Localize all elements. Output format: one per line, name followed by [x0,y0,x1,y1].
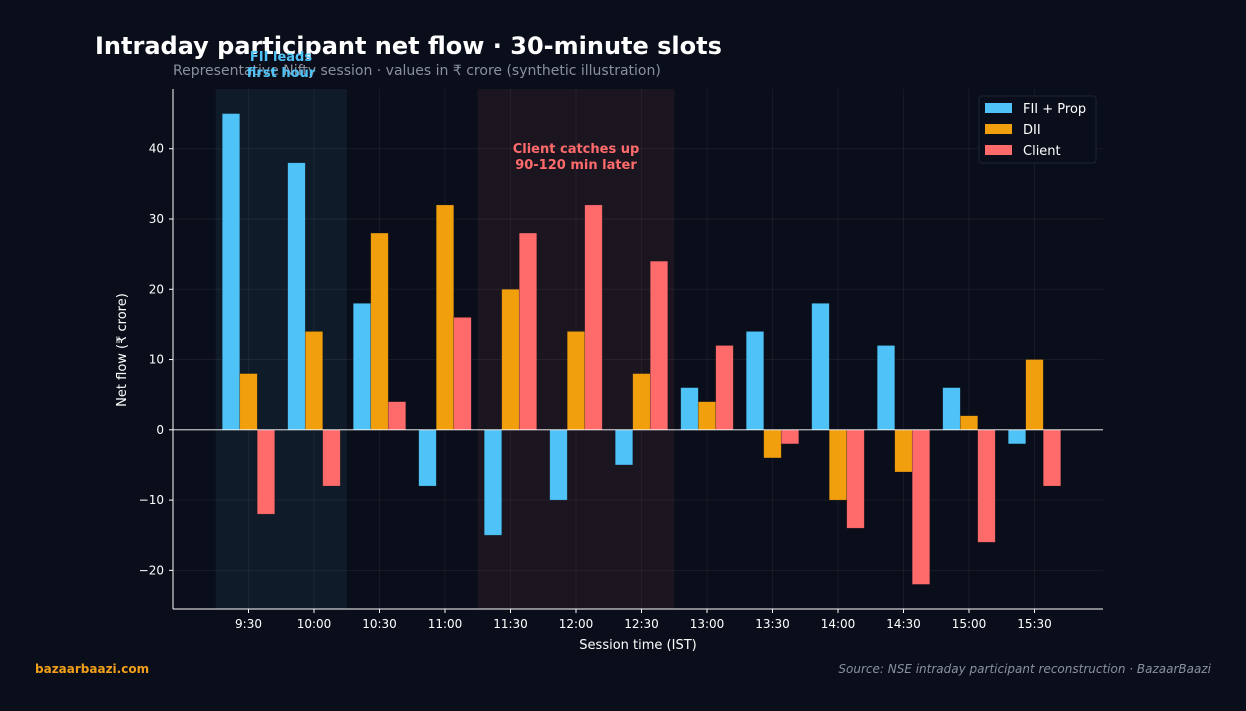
axes [169,89,1103,613]
bar-dii [697,401,717,431]
bar-client [649,260,669,431]
bar-dii [239,373,258,431]
x-tick-label: 11:30 [493,617,528,631]
brand-label: bazaarbaazi.com [35,662,149,676]
bar-fii-prop [352,303,372,431]
annotation-client-line2: 90-120 min later [515,158,637,173]
x-tick-label: 15:00 [952,617,987,631]
tick-labels: −20 −10 0 10 20 30 40 9:30 10:00 10:30 11:00 11:30 1… [139,142,1052,631]
x-tick-label: 9:30 [235,617,262,631]
y-tick-label: 30 [149,212,164,226]
x-tick-label: 12:00 [559,617,594,631]
bars [221,113,1062,585]
x-tick-label: 14:00 [821,617,856,631]
y-tick-label: 0 [156,423,164,437]
bar-fii-prop [680,387,699,431]
chart-title: Intraday participant net flow · 30-minut… [95,32,722,60]
bar-dii [1025,359,1044,431]
bar-client [256,429,276,515]
x-tick-label: 11:00 [428,617,463,631]
legend-swatch-fii [985,103,1012,113]
bar-dii [763,429,782,459]
source-note: Source: NSE intraday participant reconst… [838,662,1211,676]
bar-fii-prop [287,162,306,431]
x-tick-label: 14:30 [886,617,921,631]
bar-client [780,429,800,445]
bar-dii [632,373,651,431]
bar-client [322,429,341,487]
bar-client [387,401,407,431]
y-tick-label: 40 [149,142,164,156]
bar-fii-prop [221,113,241,431]
x-tick-label: 12:30 [624,617,659,631]
y-tick-label: −20 [139,563,164,577]
bar-client [846,429,865,529]
bar-dii [894,429,913,473]
annotation-fii-line1: FII leads [250,50,312,65]
legend-label-fii: FII + Prop [1023,102,1086,117]
annotation-client-line1: Client catches up [513,142,640,157]
x-tick-label: 10:30 [362,617,397,631]
y-tick-label: 10 [149,353,164,367]
y-axis-label: Net flow (₹ crore) [115,293,130,407]
bar-fii-prop [1007,429,1027,445]
bar-fii-prop [811,303,830,431]
legend-label-dii: DII [1023,123,1041,138]
bar-fii-prop [614,429,634,466]
bar-dii [828,429,848,501]
bar-dii [566,331,586,431]
bar-fii-prop [876,345,896,431]
legend-swatch-dii [985,124,1012,134]
bar-client [1042,429,1062,487]
bar-fii-prop [549,429,568,501]
x-tick-label: 10:00 [297,617,332,631]
bar-fii-prop [483,429,503,536]
x-tick-label: 13:30 [755,617,790,631]
bar-client [453,317,472,431]
y-tick-label: −10 [139,493,164,507]
bar-dii [304,331,324,431]
bar-client [911,429,931,585]
x-tick-label: 15:30 [1017,617,1052,631]
y-tick-label: 20 [149,282,164,296]
bar-dii [435,204,455,431]
bar-dii [501,288,520,431]
bar-dii [959,415,979,431]
bar-client [518,232,538,431]
bar-fii-prop [745,331,765,431]
bar-client [584,204,603,431]
bar-fii-prop [418,429,437,487]
bar-fii-prop [942,387,961,431]
bar-client [715,345,734,431]
x-axis-label: Session time (IST) [579,638,696,653]
bar-client [977,429,996,543]
chart-subtitle: Representative Nifty session · values in… [173,63,661,79]
legend-label-client: Client [1023,144,1061,159]
annotation-fii-line2: first hour [247,66,316,81]
bar-dii [370,232,389,431]
legend: FII + Prop DII Client [978,95,1097,164]
legend-swatch-client [985,145,1012,155]
x-tick-label: 13:00 [690,617,725,631]
